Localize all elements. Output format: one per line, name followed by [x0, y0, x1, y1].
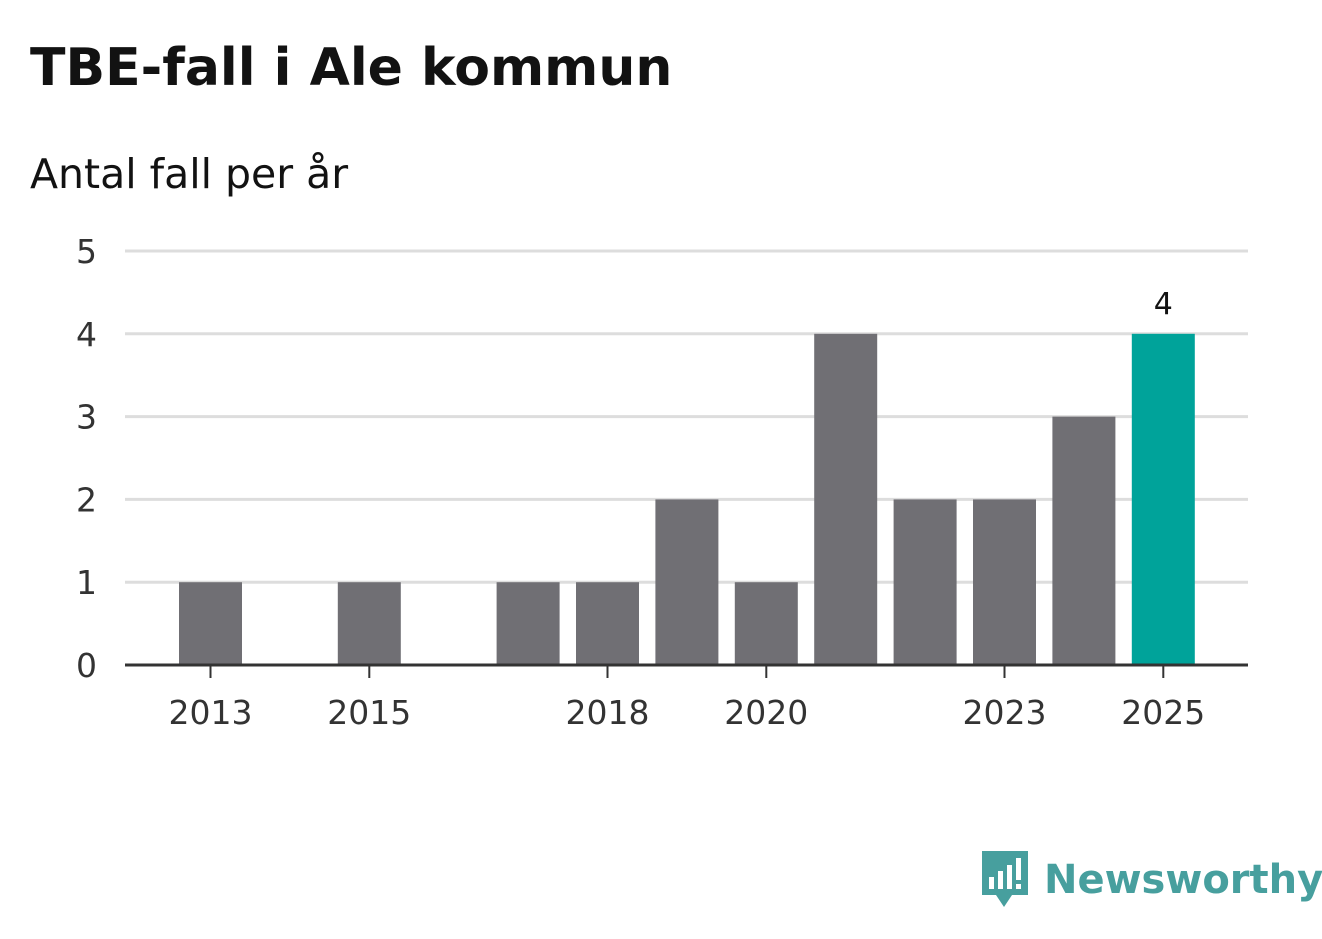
y-tick-label: 1: [76, 563, 97, 602]
x-tick-label-2025: 2025: [1121, 693, 1205, 732]
chart-title: TBE-fall i Ale kommun: [30, 38, 673, 98]
y-tick-label: 5: [76, 232, 97, 271]
x-tick-label-2023: 2023: [963, 693, 1047, 732]
bar-2025: [1131, 333, 1195, 665]
bar-2018: [576, 582, 639, 665]
x-tick-label-2015: 2015: [327, 693, 411, 732]
bar-2021: [814, 333, 878, 665]
value-label-2025: 4: [1154, 287, 1173, 322]
bar-2020: [734, 582, 798, 665]
y-tick-label: 0: [76, 646, 97, 685]
bar-2024: [1052, 416, 1116, 665]
x-tick-label-2018: 2018: [566, 693, 650, 732]
brand-name: Newsworthy: [1044, 857, 1322, 903]
x-tick-label-2013: 2013: [169, 693, 253, 732]
bar-2015: [337, 582, 401, 665]
y-tick-label: 2: [76, 480, 97, 519]
y-tick-label: 4: [76, 315, 97, 354]
bar-2013: [179, 582, 242, 665]
labels: 0 1 2 3 4 5 4 2013 2015 2018 2020 2023 2025: [76, 232, 1205, 732]
bars: [179, 333, 1195, 665]
brand-logo: Newsworthy: [980, 848, 1322, 912]
bar-chart: 0 1 2 3 4 5 4 2013 2015 2018 2020 2023 2025: [76, 232, 1248, 732]
x-tick-label-2020: 2020: [724, 693, 808, 732]
y-tick-label: 3: [76, 398, 97, 437]
bar-2017: [496, 582, 560, 665]
x-axis: [125, 663, 1248, 678]
chart-subtitle: Antal fall per år: [30, 150, 349, 198]
bar-2019: [655, 499, 719, 665]
bar-2023: [973, 499, 1036, 665]
newsworthy-logo-icon: [982, 851, 1028, 907]
bar-2022: [893, 499, 957, 665]
